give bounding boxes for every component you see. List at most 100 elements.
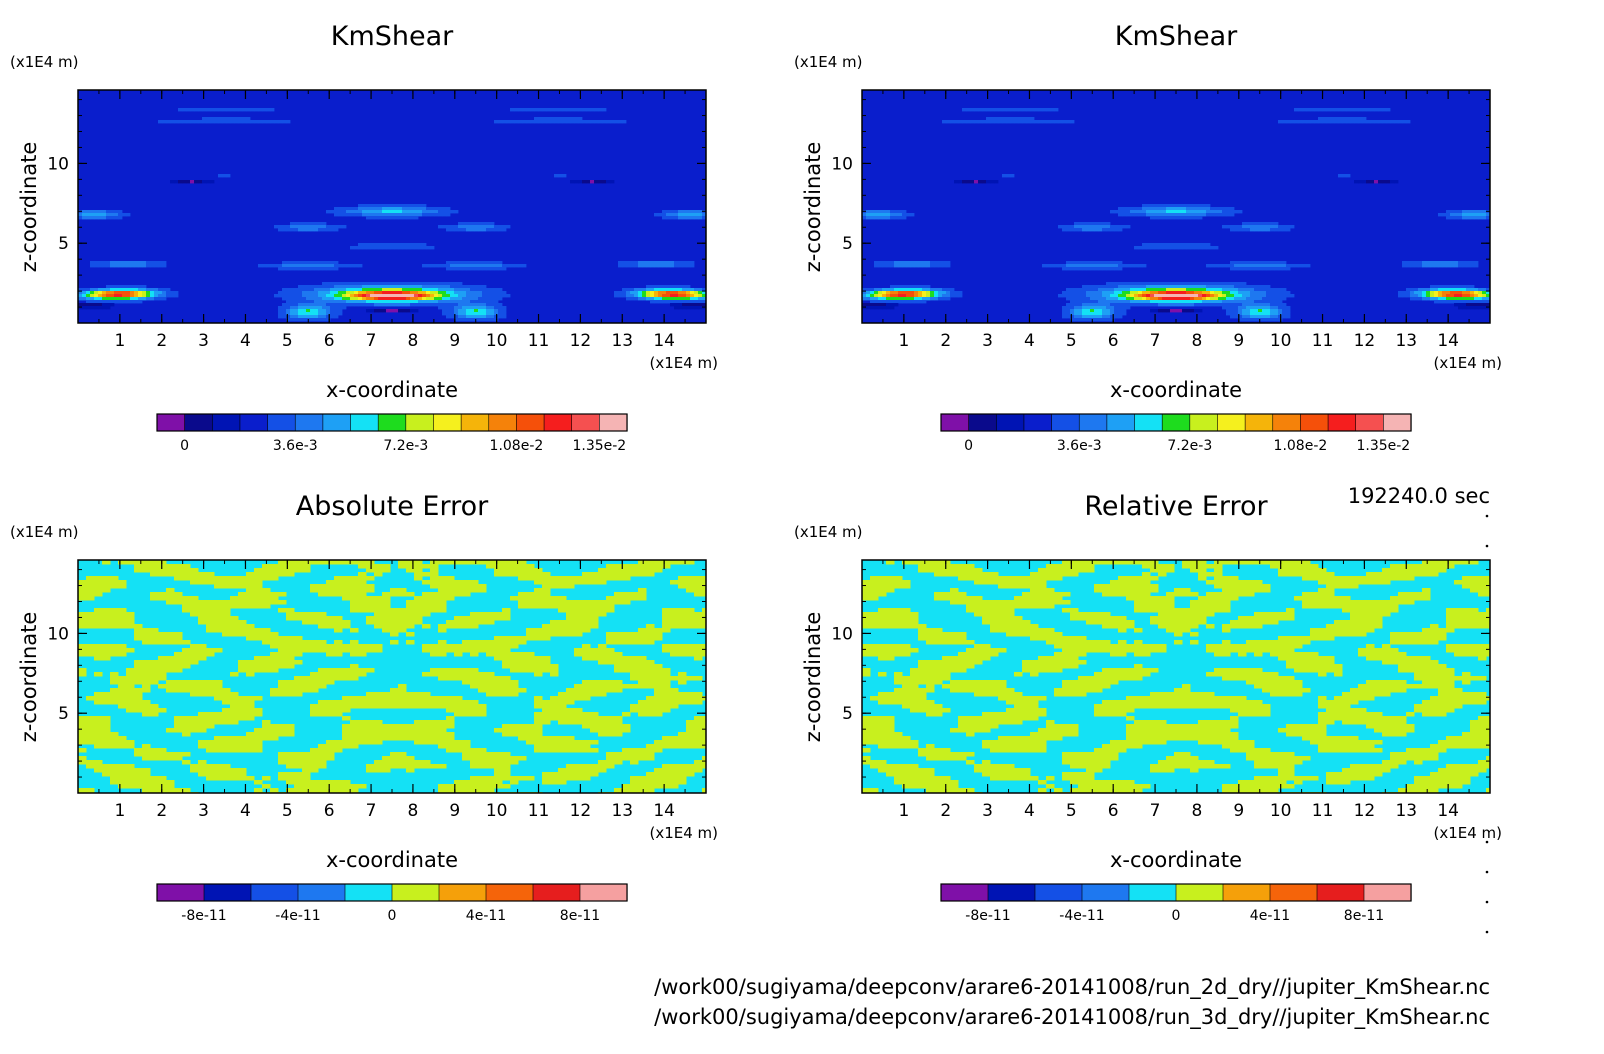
field-cell [326,584,335,589]
field-cell [274,264,279,268]
field-cell [1118,315,1123,319]
field-cell [102,294,107,298]
field-cell [622,592,631,597]
field-cell [1186,297,1191,301]
field-cell [470,712,479,717]
field-cell [526,120,531,124]
field-cell [262,668,271,673]
field-cell [430,291,435,295]
field-cell [1114,261,1119,265]
field-cell [166,688,175,693]
field-cell [1134,264,1139,268]
field-cell [1254,303,1259,307]
field-cell [1078,303,1083,307]
field-cell [682,300,687,304]
field-cell [1146,288,1151,292]
field-cell [406,303,411,307]
field-cell [154,294,159,298]
field-cell [690,261,695,265]
field-cell [130,261,135,265]
field-cell [882,216,887,220]
field-cell [110,624,119,629]
field-cell [934,291,939,295]
field-cell [102,213,107,217]
field-cell [1270,228,1275,232]
field-cell [1094,318,1099,322]
field-cell [662,608,671,613]
field-cell [362,243,367,247]
field-cell [502,568,511,573]
field-cell [414,303,419,307]
field-cell [222,108,227,112]
field-cell [386,285,391,289]
field-cell [1294,264,1299,268]
field-cell [310,620,319,625]
field-cell [1258,228,1263,232]
field-cell [1170,210,1175,214]
field-cell [362,210,367,214]
field-cell [334,644,343,649]
field-cell [1254,306,1259,310]
field-cell [1158,288,1163,292]
field-cell [294,225,299,229]
field-cell [558,174,563,178]
field-cell [1090,312,1095,316]
field-cell [78,736,87,741]
field-cell [486,616,495,621]
field-cell [178,120,183,124]
field-cell [1426,261,1431,265]
field-cell [418,243,423,247]
field-cell [1234,306,1239,310]
field-cell [1110,303,1115,307]
field-cell [382,285,387,289]
field-cell [78,624,87,629]
field-cell [438,285,443,289]
field-cell [542,628,551,633]
field-cell [1158,294,1163,298]
field-cell [1054,108,1059,112]
field-cell [182,572,191,577]
field-cell [942,294,947,298]
field-cell [358,724,367,729]
field-cell [622,728,631,733]
field-cell [422,264,427,268]
field-cell [534,108,539,112]
field-cell [398,243,403,247]
field-cell [442,282,447,286]
field-cell [1474,303,1479,307]
field-cell [982,180,987,184]
field-cell [414,207,419,211]
field-cell [310,588,319,593]
field-cell [446,676,455,681]
field-cell [314,309,319,313]
field-cell [1202,282,1207,286]
field-cell [574,608,583,613]
field-cell [942,264,947,268]
field-cell [1010,117,1015,121]
field-cell [274,225,279,229]
field-cell [1282,309,1287,313]
field-cell [442,225,447,229]
field-cell [654,564,663,569]
field-cell [1214,291,1219,295]
field-cell [686,612,695,617]
colorbar-swatch [1051,413,1080,432]
field-cell [310,309,315,313]
field-cell [662,708,671,713]
field-cell [278,267,283,271]
field-cell [598,120,603,124]
field-cell [890,261,895,265]
field-cell [590,712,599,717]
field-cell [1074,294,1079,298]
field-cell [442,207,447,211]
field-cell [406,732,415,737]
field-cell [406,294,411,298]
field-cell [690,300,695,304]
field-cell [1086,303,1091,307]
field-cell [270,636,279,641]
field-cell [1130,210,1135,214]
field-cell [190,608,199,613]
field-cell [106,210,111,214]
field-cell [86,648,95,653]
field-cell [222,584,231,589]
